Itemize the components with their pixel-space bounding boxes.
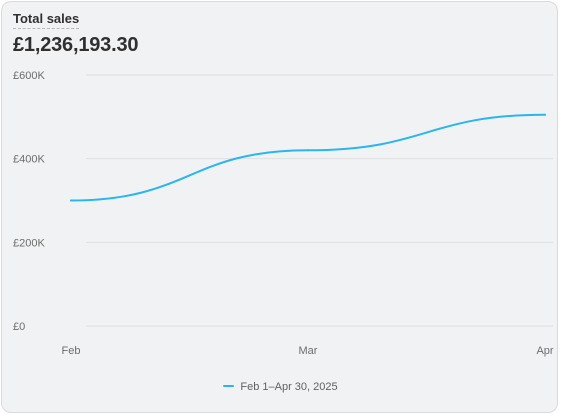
y-tick-label: £400K	[13, 154, 45, 166]
y-tick-label: £200K	[13, 237, 45, 249]
x-tick-label: Feb	[62, 345, 81, 357]
y-axis-ticks: £0 £200K £400K £600K	[13, 70, 45, 333]
total-sales-value: £1,236,193.30	[13, 34, 139, 56]
y-tick-label: £0	[13, 321, 25, 333]
data-point[interactable]	[307, 149, 309, 152]
x-tick-label: Mar	[299, 345, 318, 357]
data-point[interactable]	[70, 199, 72, 202]
chart-legend: Feb 1–Apr 30, 2025	[0, 380, 561, 394]
x-tick-label: Apr	[536, 345, 553, 357]
data-point[interactable]	[544, 113, 546, 116]
legend-swatch	[223, 385, 235, 388]
x-axis-ticks: Feb Mar Apr	[62, 345, 554, 357]
legend-label: Feb 1–Apr 30, 2025	[240, 381, 338, 393]
grid-lines	[86, 74, 553, 327]
series-layer	[70, 113, 546, 202]
card-title[interactable]: Total sales	[13, 11, 80, 29]
series-line[interactable]	[70, 113, 546, 202]
y-tick-label: £600K	[13, 70, 45, 82]
